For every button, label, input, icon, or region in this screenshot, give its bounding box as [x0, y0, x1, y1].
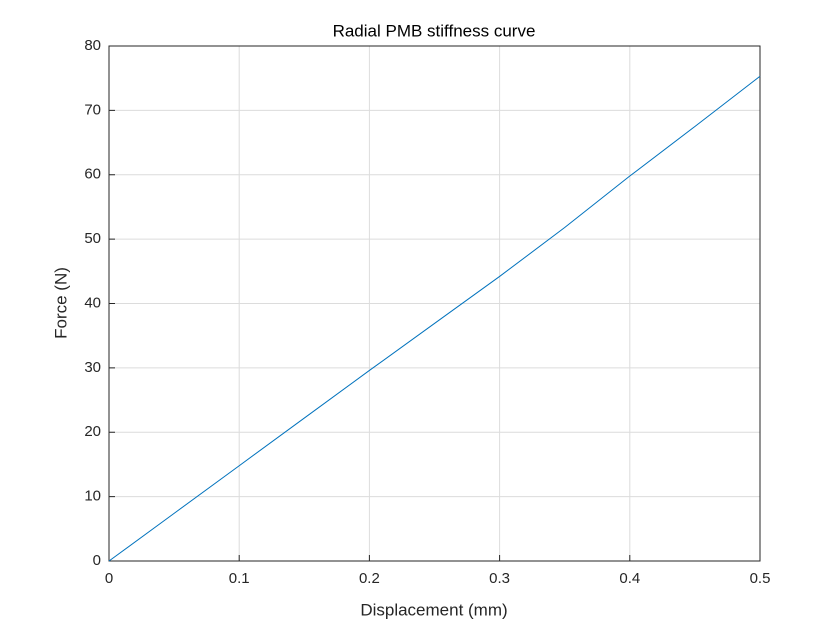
y-tick-label: 40 [84, 294, 101, 311]
x-tick-label: 0.5 [750, 570, 771, 587]
x-tick-label: 0.3 [489, 570, 510, 587]
y-tick-label: 60 [84, 166, 101, 183]
y-tick-label: 70 [84, 101, 101, 118]
y-tick-label: 50 [84, 230, 101, 247]
x-tick-label: 0 [105, 570, 113, 587]
x-tick-label: 0.4 [619, 570, 640, 587]
y-tick-label: 20 [84, 423, 101, 440]
data-line [108, 75, 761, 562]
y-tick-label: 30 [84, 359, 101, 376]
chart-title: Radial PMB stiffness curve [333, 21, 536, 40]
y-axis-label: Force (N) [51, 267, 70, 339]
y-tick-label: 0 [93, 552, 101, 569]
y-tick-label: 10 [84, 488, 101, 505]
x-tick-label: 0.2 [359, 570, 380, 587]
x-tick-label: 0.1 [229, 570, 250, 587]
x-axis-label: Displacement (mm) [360, 600, 507, 619]
axes-box [108, 45, 761, 562]
y-tick-label: 80 [84, 37, 101, 54]
